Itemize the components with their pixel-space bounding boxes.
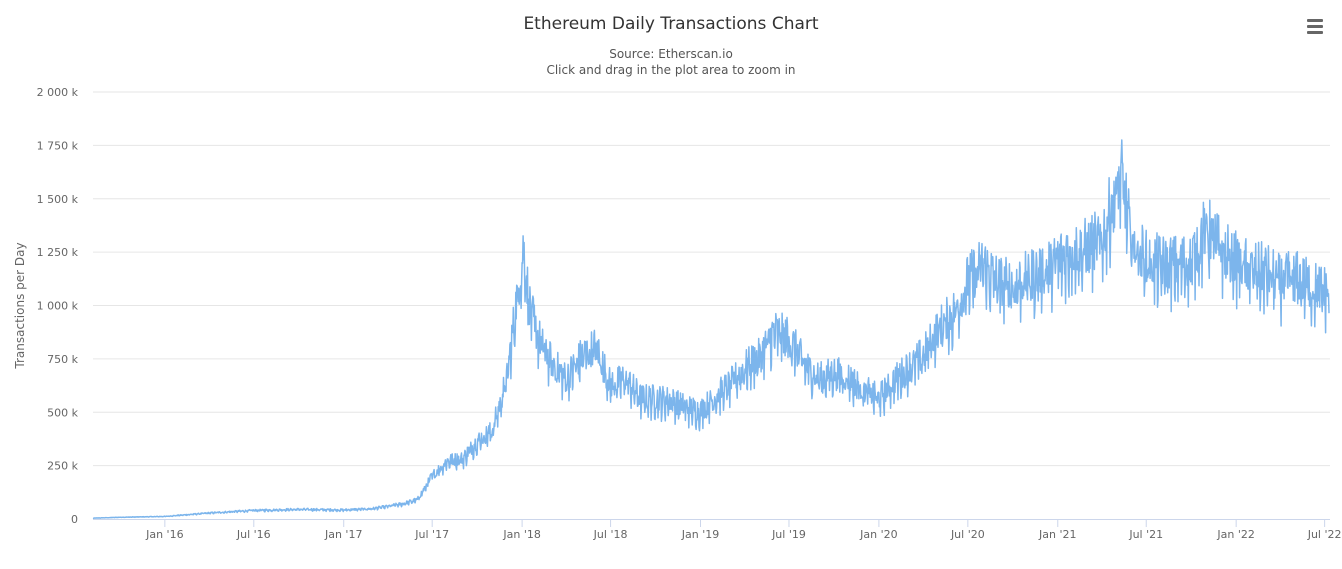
y-tick-label: 750 k — [47, 353, 78, 366]
hamburger-menu-icon[interactable] — [1306, 18, 1324, 34]
y-tick-label: 1 250 k — [37, 246, 79, 259]
x-tick-label: Jul '17 — [414, 528, 449, 541]
x-tick-label: Jan '22 — [1216, 528, 1254, 541]
x-tick-label: Jul '20 — [950, 528, 985, 541]
x-tick-label: Jan '19 — [681, 528, 719, 541]
x-tick-label: Jul '16 — [236, 528, 271, 541]
x-tick-label: Jul '21 — [1128, 528, 1163, 541]
x-tick-label: Jan '21 — [1038, 528, 1076, 541]
x-tick-label: Jul '19 — [771, 528, 806, 541]
x-tick-label: Jan '17 — [324, 528, 362, 541]
x-tick-label: Jul '22 — [1307, 528, 1342, 541]
y-tick-label: 2 000 k — [37, 86, 79, 99]
chart-subtitle-block: Source: Etherscan.io Click and drag in t… — [0, 46, 1342, 78]
x-tick-label: Jan '18 — [502, 528, 540, 541]
y-tick-label: 250 k — [47, 460, 78, 473]
series-line-transactions — [92, 139, 1330, 519]
y-tick-label: 0 — [71, 513, 78, 526]
y-axis: 0 250 k 500 k 750 k 1 000 k 1 250 k 1 500 k 1 7… — [37, 86, 79, 526]
chart-title: Ethereum Daily Transactions Chart — [523, 14, 819, 34]
y-axis-title: Transactions per Day — [13, 242, 27, 369]
x-tick-label: Jan '16 — [145, 528, 183, 541]
series-layer — [92, 139, 1330, 519]
grid-lines — [93, 91, 1330, 467]
x-tick-label: Jan '20 — [859, 528, 897, 541]
y-tick-label: 1 000 k — [37, 300, 79, 313]
y-tick-label: 500 k — [47, 406, 78, 419]
chart-subtitle-source: Source: Etherscan.io — [609, 47, 733, 61]
y-tick-label: 1 750 k — [37, 139, 79, 152]
y-tick-label: 1 500 k — [37, 193, 79, 206]
chart-subtitle-instruction: Click and drag in the plot area to zoom … — [546, 63, 796, 77]
x-tick-label: Jul '18 — [593, 528, 628, 541]
x-axis: Jan '16 Jul '16 Jan '17 Jul '17 Jan '18 Jul '… — [93, 519, 1342, 541]
